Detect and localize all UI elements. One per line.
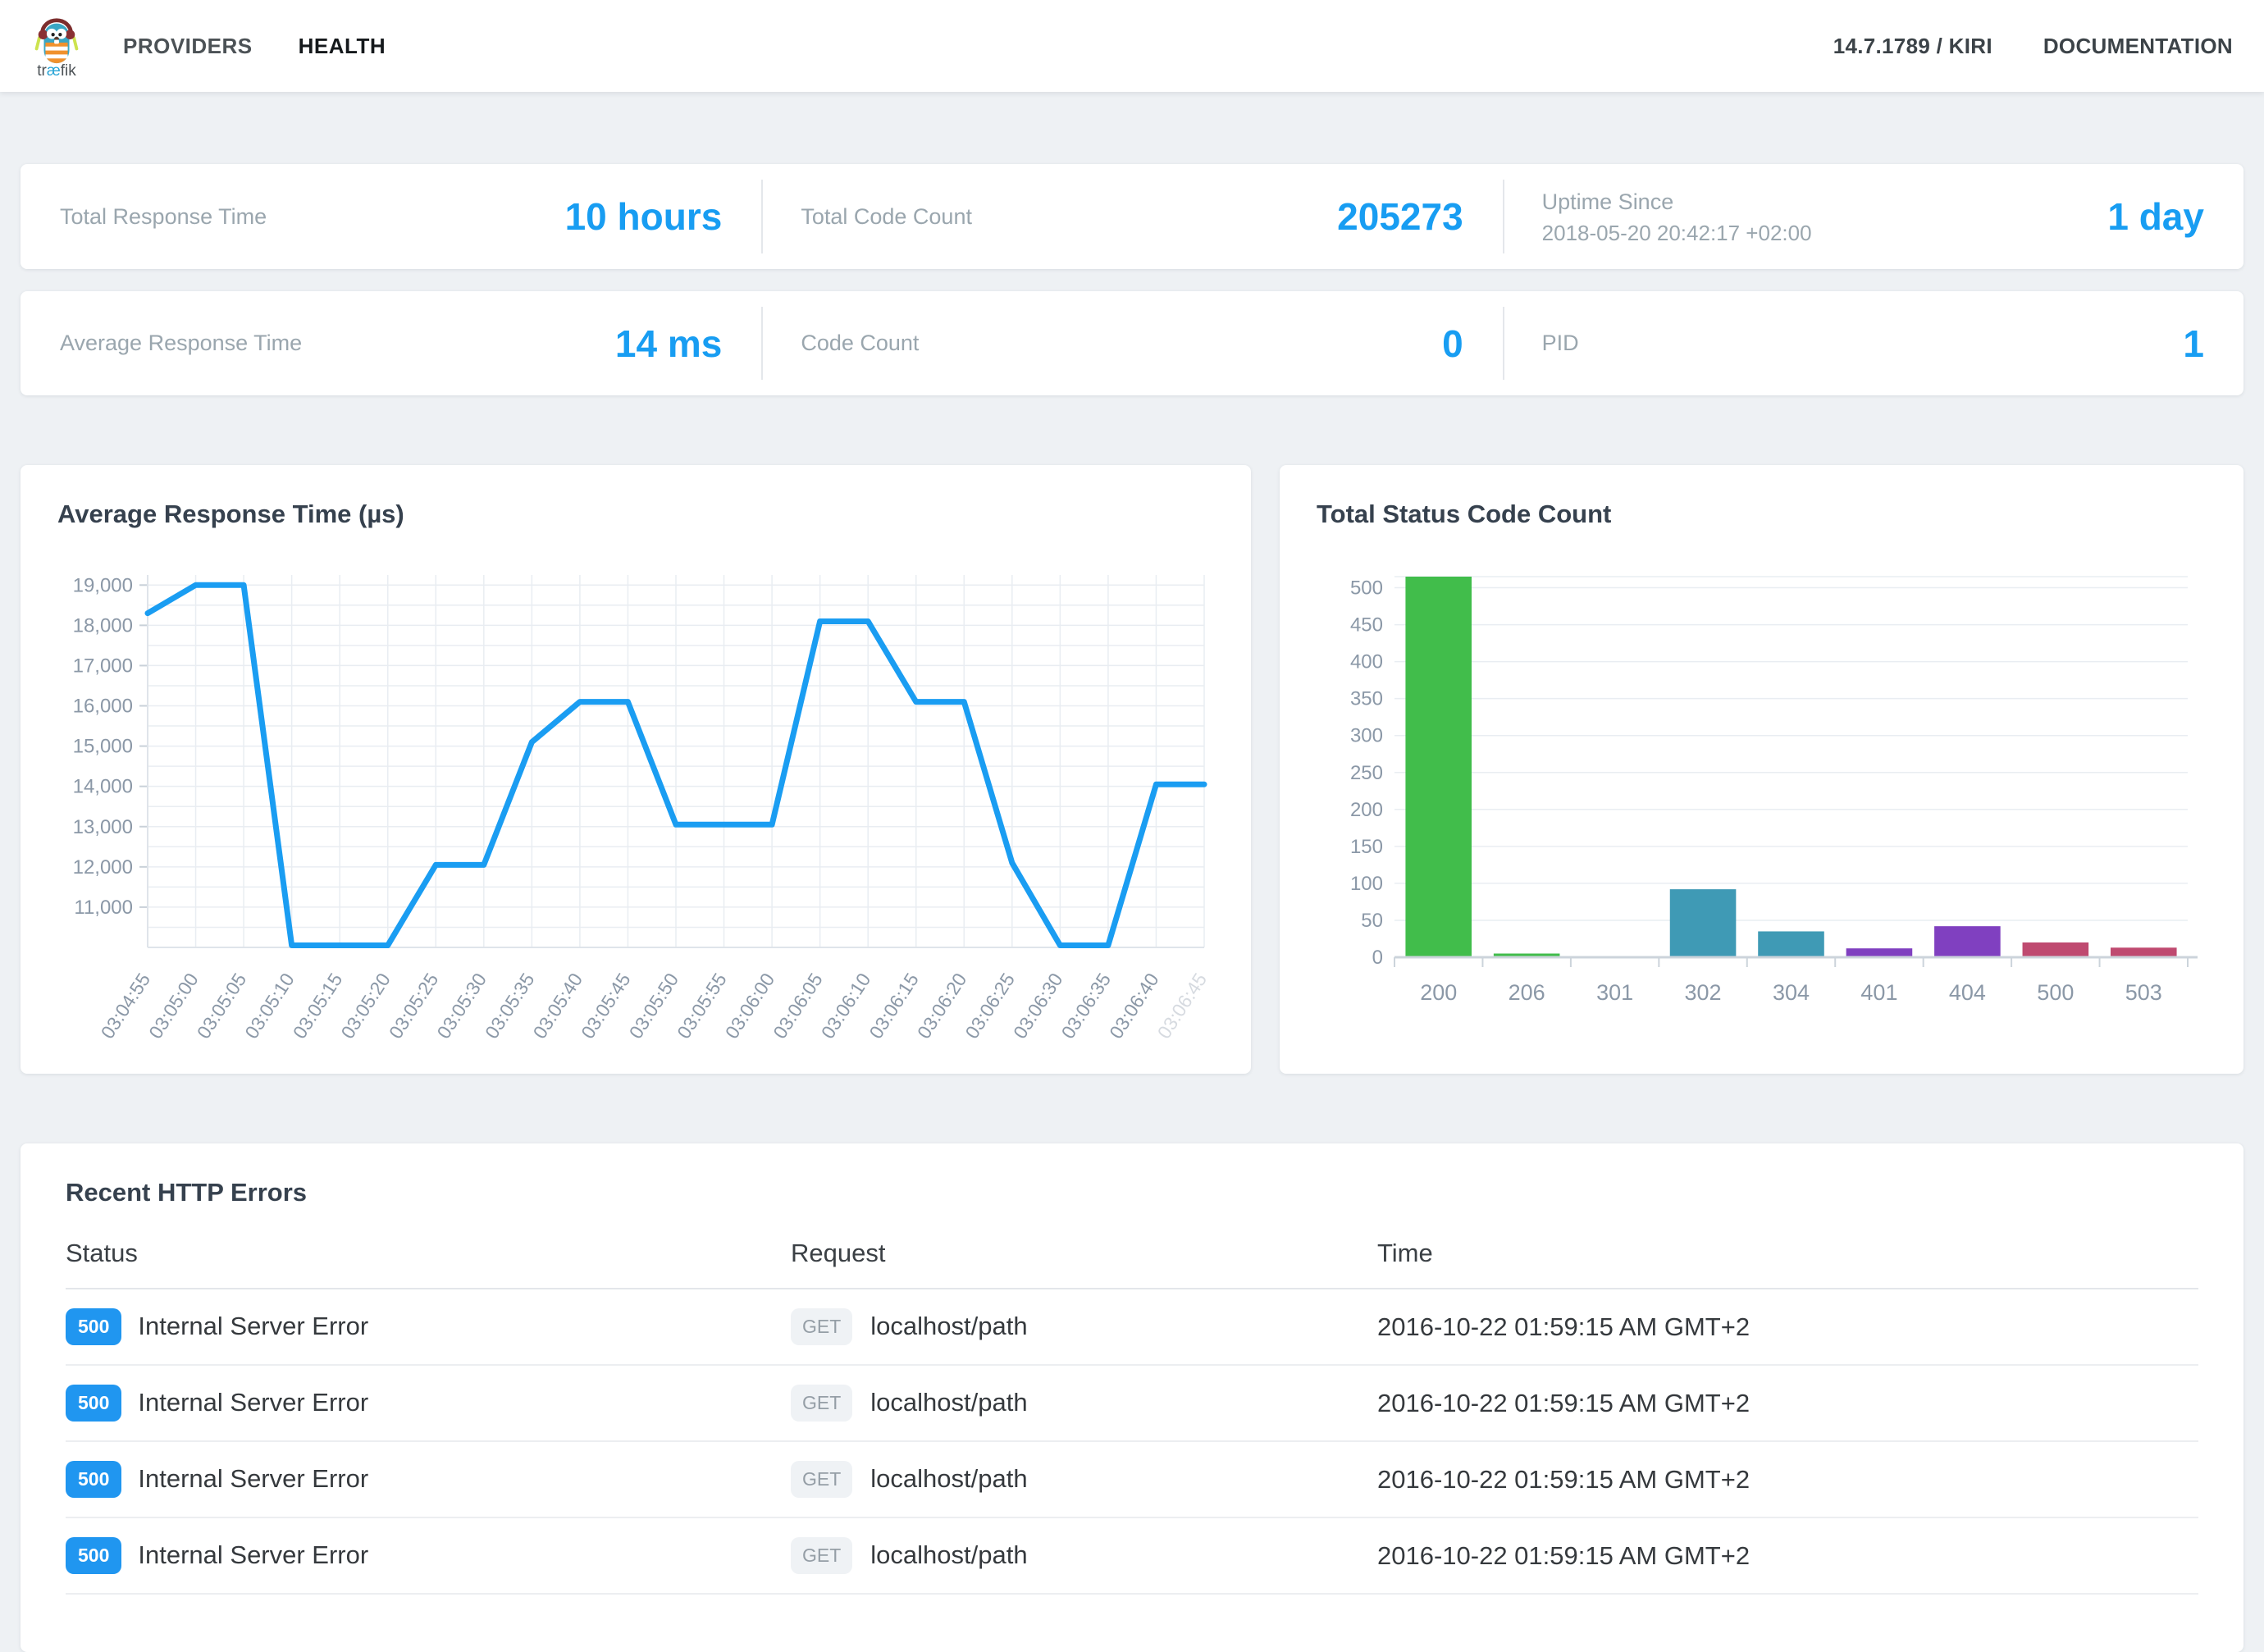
errors-table-body: 500 Internal Server Error GET localhost/pat… [66, 1289, 2198, 1594]
nav-item-health[interactable]: HEALTH [299, 34, 386, 59]
svg-text:400: 400 [1350, 651, 1383, 673]
svg-text:150: 150 [1350, 836, 1383, 858]
status-code-bar-chart: 0 50 100 150 200 250 300 350 400 450 500 200 206 301 3… [1317, 564, 2207, 1056]
bar-chart-title: Total Status Code Count [1317, 500, 2207, 529]
status-code-badge: 500 [66, 1385, 121, 1422]
table-row: 500 Internal Server Error GET localhost/pat… [66, 1365, 2198, 1441]
line-chart-title: Average Response Time (µs) [57, 500, 1214, 529]
stat-total-response-time: Total Response Time 10 hours [21, 164, 761, 269]
column-time: Time [1377, 1219, 2198, 1289]
svg-text:12,000: 12,000 [73, 856, 133, 878]
svg-text:503: 503 [2125, 980, 2162, 1005]
response-time-chart-panel: Average Response Time (µs) 11,00012,0001… [21, 465, 1251, 1074]
stat-value: 10 hours [565, 194, 723, 239]
svg-text:11,000: 11,000 [74, 897, 133, 919]
error-time: 2016-10-22 01:59:15 AM GMT+2 [1377, 1441, 2198, 1517]
request-path: localhost/path [870, 1464, 1027, 1493]
method-badge: GET [791, 1385, 852, 1422]
nav-item-providers[interactable]: PROVIDERS [123, 34, 253, 59]
svg-text:500: 500 [2037, 980, 2074, 1005]
svg-text:300: 300 [1350, 725, 1383, 747]
svg-text:401: 401 [1860, 980, 1897, 1005]
method-badge: GET [791, 1461, 852, 1498]
stat-label: Total Response Time [60, 202, 267, 231]
error-time: 2016-10-22 01:59:15 AM GMT+2 [1377, 1517, 2198, 1594]
status-text: Internal Server Error [138, 1540, 368, 1569]
stat-value: 1 [2183, 322, 2204, 366]
request-path: localhost/path [870, 1312, 1027, 1340]
error-time: 2016-10-22 01:59:15 AM GMT+2 [1377, 1365, 2198, 1441]
stat-value: 205273 [1337, 194, 1463, 239]
version-label: 14.7.1789 / KIRI [1833, 34, 1992, 59]
svg-text:14,000: 14,000 [73, 776, 133, 798]
svg-text:302: 302 [1685, 980, 1722, 1005]
stat-code-count: Code Count 0 [761, 291, 1502, 395]
table-row: 500 Internal Server Error GET localhost/pat… [66, 1441, 2198, 1517]
top-nav: træfik PROVIDERS HEALTH 14.7.1789 / KIRI… [0, 0, 2264, 92]
status-code-badge: 500 [66, 1461, 121, 1498]
status-code-chart-panel: Total Status Code Count 0 50 100 150 200 250 3… [1280, 465, 2243, 1074]
recent-errors-panel: Recent HTTP Errors Status Request Time 5… [21, 1143, 2243, 1652]
errors-table: Status Request Time 500 Internal Server E… [66, 1219, 2198, 1595]
svg-text:301: 301 [1596, 980, 1633, 1005]
svg-text:50: 50 [1361, 910, 1383, 932]
table-row: 500 Internal Server Error GET localhost/pat… [66, 1289, 2198, 1365]
svg-text:500: 500 [1350, 577, 1383, 600]
svg-text:15,000: 15,000 [73, 736, 133, 758]
status-code-badge: 500 [66, 1537, 121, 1574]
main-content: Total Response Time 10 hours Total Code … [0, 164, 2264, 1652]
request-path: localhost/path [870, 1540, 1027, 1569]
stat-label: PID [1542, 328, 1579, 358]
stat-pid: PID 1 [1503, 291, 2243, 395]
svg-text:16,000: 16,000 [73, 696, 133, 718]
traefik-gopher-icon [31, 14, 82, 65]
stat-label: Code Count [801, 328, 919, 358]
request-path: localhost/path [870, 1388, 1027, 1417]
errors-table-title: Recent HTTP Errors [66, 1178, 2198, 1207]
svg-text:404: 404 [1949, 980, 1986, 1005]
stat-row-averages: Average Response Time 14 ms Code Count 0… [21, 291, 2243, 395]
svg-text:13,000: 13,000 [73, 816, 133, 838]
stat-value: 14 ms [615, 322, 722, 366]
svg-text:206: 206 [1509, 980, 1545, 1005]
status-text: Internal Server Error [138, 1464, 368, 1493]
svg-text:19,000: 19,000 [73, 574, 133, 596]
errors-table-header: Status Request Time [66, 1219, 2198, 1289]
status-text: Internal Server Error [138, 1312, 368, 1340]
stat-average-response-time: Average Response Time 14 ms [21, 291, 761, 395]
stat-value: 0 [1442, 322, 1463, 366]
status-text: Internal Server Error [138, 1388, 368, 1417]
stat-label: Total Code Count [801, 202, 972, 231]
svg-text:450: 450 [1350, 614, 1383, 637]
svg-text:17,000: 17,000 [73, 655, 133, 677]
error-time: 2016-10-22 01:59:15 AM GMT+2 [1377, 1289, 2198, 1365]
stat-label: Uptime Since [1542, 187, 1812, 217]
stat-row-totals: Total Response Time 10 hours Total Code … [21, 164, 2243, 269]
svg-text:250: 250 [1350, 762, 1383, 784]
status-code-badge: 500 [66, 1308, 121, 1345]
svg-text:200: 200 [1420, 980, 1457, 1005]
svg-text:200: 200 [1350, 799, 1383, 821]
column-request: Request [791, 1219, 1377, 1289]
svg-text:304: 304 [1773, 980, 1810, 1005]
method-badge: GET [791, 1537, 852, 1574]
stat-label: Average Response Time [60, 328, 302, 358]
documentation-link[interactable]: DOCUMENTATION [2043, 34, 2233, 59]
column-status: Status [66, 1219, 791, 1289]
svg-text:100: 100 [1350, 873, 1383, 895]
stat-value: 1 day [2107, 194, 2204, 239]
response-time-line-chart: 11,000 12,000 13,000 14,000 15,000 16,000 17,0… [57, 564, 1214, 1072]
traefik-logo[interactable]: træfik [31, 14, 82, 79]
table-row: 500 Internal Server Error GET localhost/pat… [66, 1517, 2198, 1594]
traefik-logo-text: træfik [37, 63, 76, 79]
method-badge: GET [791, 1308, 852, 1345]
stat-uptime-since: Uptime Since 2018-05-20 20:42:17 +02:00 … [1503, 164, 2243, 269]
svg-text:350: 350 [1350, 688, 1383, 710]
svg-text:0: 0 [1372, 947, 1383, 969]
uptime-timestamp: 2018-05-20 20:42:17 +02:00 [1542, 221, 1812, 246]
svg-text:18,000: 18,000 [73, 614, 133, 637]
stat-total-code-count: Total Code Count 205273 [761, 164, 1502, 269]
